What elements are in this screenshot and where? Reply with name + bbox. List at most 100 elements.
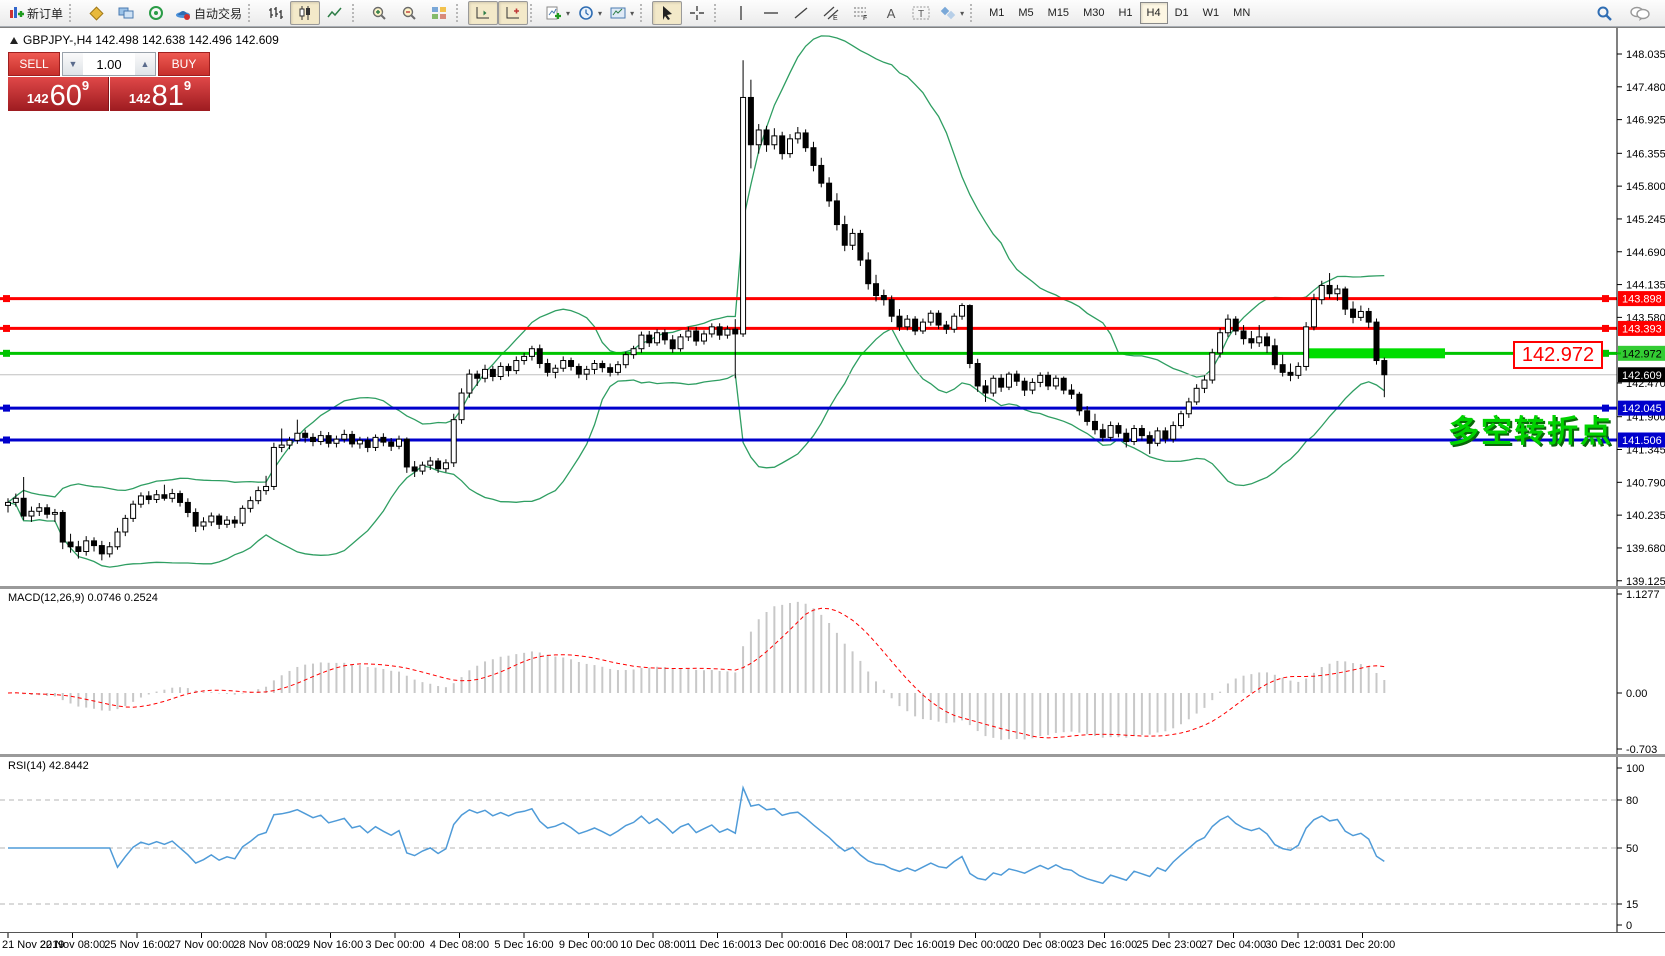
- candlesticks: [5, 60, 1388, 561]
- svg-text:140.790: 140.790: [1626, 477, 1665, 489]
- cursor-button[interactable]: [652, 1, 683, 25]
- one-click-trading-panel: SELL ▼ ▲ BUY 142 60 9 142 81 9: [8, 52, 210, 111]
- svg-text:144.690: 144.690: [1626, 247, 1665, 259]
- svg-text:141.506: 141.506: [1622, 435, 1662, 447]
- svg-text:3 Dec 00:00: 3 Dec 00:00: [365, 939, 424, 951]
- svg-text:30 Dec 12:00: 30 Dec 12:00: [1265, 939, 1330, 951]
- signals-button[interactable]: [141, 1, 171, 25]
- toolbar-grip: [248, 4, 256, 22]
- svg-text:-0.703: -0.703: [1626, 744, 1657, 756]
- timeframe-d1-button[interactable]: D1: [1174, 7, 1189, 19]
- svg-text:142.609: 142.609: [1622, 370, 1662, 382]
- timeframe-w1-button[interactable]: W1: [1202, 7, 1220, 19]
- svg-text:145.245: 145.245: [1626, 214, 1665, 226]
- text-label-button[interactable]: T: [906, 1, 936, 25]
- svg-text:143.393: 143.393: [1622, 323, 1662, 335]
- zoom-out-icon: [402, 6, 416, 20]
- periods-button[interactable]: ▾: [574, 1, 606, 25]
- dropdown-arrow-icon: ▾: [960, 8, 965, 18]
- svg-text:T: T: [918, 9, 924, 20]
- sell-button[interactable]: SELL: [8, 52, 60, 76]
- indicators-button[interactable]: ▾: [542, 1, 574, 25]
- svg-text:0: 0: [1626, 920, 1632, 932]
- vertical-line-icon: [740, 6, 742, 20]
- zoom-out-button[interactable]: [394, 1, 424, 25]
- new-order-button[interactable]: 新订单: [4, 1, 67, 25]
- svg-text:28 Nov 08:00: 28 Nov 08:00: [233, 939, 298, 951]
- svg-text:4 Dec 08:00: 4 Dec 08:00: [430, 939, 489, 951]
- toolbar-grip: [456, 4, 464, 22]
- fibonacci-icon: F: [854, 7, 867, 21]
- svg-text:19 Dec 00:00: 19 Dec 00:00: [943, 939, 1008, 951]
- equidistant-channel-button[interactable]: E: [816, 1, 846, 25]
- template-icon: [610, 7, 626, 19]
- timeframe-h1-button[interactable]: H1: [1118, 7, 1133, 19]
- line-chart-button[interactable]: [320, 1, 350, 25]
- timeframe-m5-button[interactable]: M5: [1018, 7, 1034, 19]
- candlestick-chart-button[interactable]: [290, 1, 321, 25]
- svg-text:142.045: 142.045: [1622, 403, 1662, 415]
- monitors-icon: [118, 7, 134, 19]
- channel-icon: E: [823, 6, 839, 21]
- chart-title: GBPJPY-,H4 142.498 142.638 142.496 142.6…: [10, 33, 279, 47]
- buy-button[interactable]: BUY: [158, 52, 210, 76]
- price-level-flag[interactable]: 142.972: [1513, 341, 1603, 369]
- expert-hat-icon: [176, 11, 191, 20]
- auto-scroll-button[interactable]: [468, 1, 499, 25]
- timeframe-m1-button[interactable]: M1: [989, 7, 1005, 19]
- auto-trading-label: 自动交易: [194, 6, 243, 21]
- text-button[interactable]: A: [876, 1, 906, 25]
- terminal-button[interactable]: [111, 1, 141, 25]
- timeframe-mn-button[interactable]: MN: [1233, 7, 1251, 19]
- turning-point-annotation[interactable]: 多空转折点: [1448, 414, 1613, 449]
- vertical-line-button[interactable]: [726, 1, 756, 25]
- new-order-label: 新订单: [27, 6, 64, 21]
- tile-windows-button[interactable]: [424, 1, 454, 25]
- svg-text:27 Nov 00:00: 27 Nov 00:00: [169, 939, 234, 951]
- svg-text:100: 100: [1626, 763, 1644, 775]
- shapes-icon: [940, 6, 956, 20]
- auto-trading-button[interactable]: 自动交易: [171, 1, 246, 25]
- svg-text:22 Nov 08:00: 22 Nov 08:00: [40, 939, 105, 951]
- macd-pane: [7, 601, 1386, 740]
- svg-text:15: 15: [1626, 899, 1638, 911]
- timeframe-toolbar: M1 M5 M15 M30 H1 H4 D1 W1 MN: [982, 2, 1257, 24]
- market-depth-button[interactable]: [81, 1, 111, 25]
- svg-text:139.125: 139.125: [1626, 576, 1665, 588]
- svg-text:0.00: 0.00: [1626, 688, 1647, 700]
- volume-input[interactable]: [83, 53, 135, 75]
- zoom-in-icon: [372, 6, 386, 20]
- search-button[interactable]: [1589, 1, 1619, 25]
- crosshair-button[interactable]: [682, 1, 712, 25]
- chart-shift-button[interactable]: [498, 1, 529, 25]
- zoom-in-button[interactable]: [364, 1, 394, 25]
- svg-text:25 Dec 23:00: 25 Dec 23:00: [1136, 939, 1201, 951]
- timeframe-m30-button[interactable]: M30: [1083, 7, 1105, 19]
- chat-button[interactable]: [1625, 1, 1655, 25]
- svg-text:140.235: 140.235: [1626, 510, 1665, 522]
- buy-price-display[interactable]: 142 81 9: [110, 77, 210, 111]
- svg-text:145.800: 145.800: [1626, 181, 1665, 193]
- horizontal-line-button[interactable]: [756, 1, 786, 25]
- fibonacci-button[interactable]: F: [846, 1, 876, 25]
- svg-text:20 Dec 08:00: 20 Dec 08:00: [1007, 939, 1072, 951]
- svg-text:144.135: 144.135: [1626, 280, 1665, 292]
- horizontal-line-objects[interactable]: [0, 295, 1617, 444]
- templates-button[interactable]: ▾: [606, 1, 638, 25]
- shapes-button[interactable]: ▾: [936, 1, 968, 25]
- timeframe-m15-button[interactable]: M15: [1047, 7, 1070, 19]
- price-axis[interactable]: 148.035 147.480 146.925 146.355 145.800 145.2…: [0, 27, 1665, 956]
- bar-chart-button[interactable]: [260, 1, 290, 25]
- sell-price-display[interactable]: 142 60 9: [8, 77, 109, 111]
- toolbar-grip: [970, 4, 978, 22]
- svg-text:F: F: [863, 15, 867, 21]
- timeframe-h4-button[interactable]: H4: [1139, 2, 1168, 24]
- tile-windows-icon: [432, 7, 447, 19]
- volume-increase-button[interactable]: ▲: [135, 53, 155, 75]
- trendline-icon: [794, 7, 808, 19]
- dropdown-arrow-icon: ▾: [630, 8, 635, 18]
- volume-decrease-button[interactable]: ▼: [63, 53, 83, 75]
- trendline-button[interactable]: [786, 1, 816, 25]
